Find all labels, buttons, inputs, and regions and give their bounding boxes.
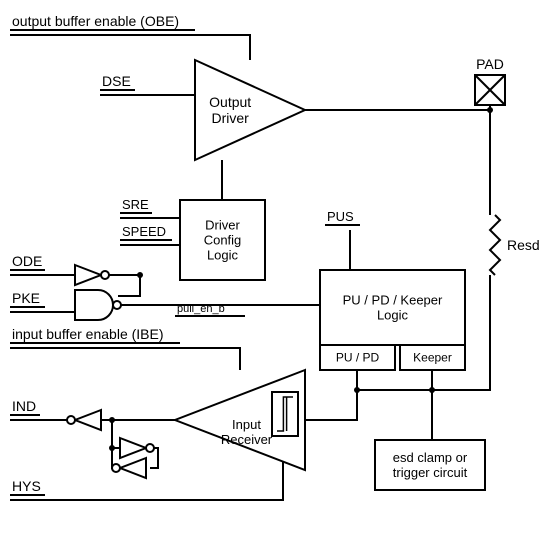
wire-latch_top [112,420,120,448]
junction [137,272,143,278]
label-output_driver: OutputDriver [209,94,251,126]
label-esd: esd clamp ortrigger circuit [393,450,468,480]
wire-ibe [10,348,240,370]
signal-label-dse: DSE [102,73,131,89]
label-keeper_sub: Keeper [413,351,452,365]
wire-out_to_pad [305,110,490,215]
node-latch1 [120,438,154,458]
node-latch2 [112,458,146,478]
label-pad: PAD [476,56,504,72]
junction [354,387,360,393]
signal-label-speed: SPEED [122,224,166,239]
junction [429,387,435,393]
signal-label-pke: PKE [12,290,40,306]
junction [109,417,115,423]
node-ind_buf [67,410,101,430]
junction [487,107,493,113]
junction [109,445,115,451]
label-resistor: Resd [507,237,540,253]
wire-obe [10,35,250,60]
signal-label-nand_out: pull_en_b [177,303,225,315]
signal-label-hys: HYS [12,478,41,494]
node-hysteresis [272,392,298,436]
signal-label-ode: ODE [12,253,42,269]
node-resistor [490,215,500,275]
node-ode_buf [75,265,109,285]
label-driver_config: DriverConfigLogic [204,218,242,263]
wire-ode_out [105,275,140,296]
signal-label-sre: SRE [122,197,149,212]
signal-label-obe: output buffer enable (OBE) [12,13,179,29]
wire-recv_in [305,390,357,420]
wire-keeper_wire [357,370,432,390]
signal-label-pus: PUS [327,209,354,224]
signal-label-ibe: input buffer enable (IBE) [12,326,164,342]
label-pu_pd_sub: PU / PD [336,351,380,365]
node-nand [75,290,121,320]
signal-label-ind: IND [12,398,36,414]
node-pad [475,75,505,105]
